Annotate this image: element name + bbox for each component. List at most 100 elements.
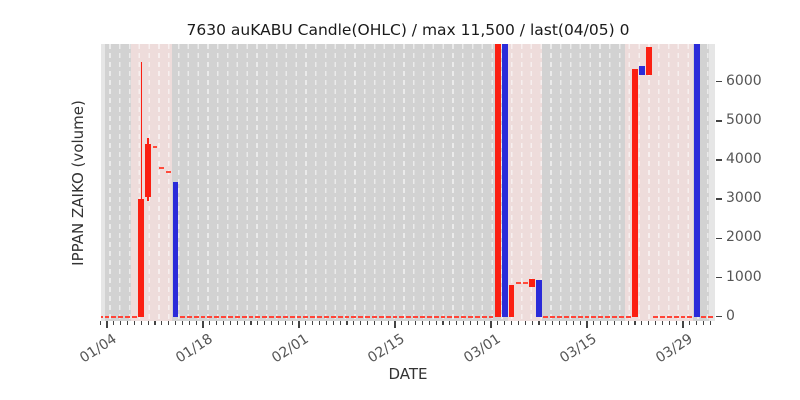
x-minor-tick-mark xyxy=(243,321,245,325)
x-major-tick-mark xyxy=(394,321,396,328)
chart-title: 7630 auKABU Candle(OHLC) / max 11,500 / … xyxy=(186,21,630,39)
x-minor-tick-mark xyxy=(373,321,375,325)
x-minor-tick-mark xyxy=(126,321,129,325)
zero-doji-dash xyxy=(193,315,199,318)
x-minor-tick-mark xyxy=(229,321,231,325)
x-minor-tick-mark xyxy=(648,321,650,325)
zero-doji-dash xyxy=(666,315,672,318)
x-minor-tick-mark xyxy=(366,321,369,325)
zero-doji-dash xyxy=(101,315,103,318)
y-tick-mark xyxy=(716,159,722,161)
x-minor-tick-mark xyxy=(524,321,526,325)
x-minor-tick-mark xyxy=(360,321,362,325)
y-tick-mark xyxy=(716,315,722,318)
doji-candle xyxy=(522,282,528,285)
candle-body xyxy=(138,199,145,317)
x-minor-tick-mark xyxy=(627,321,629,325)
zero-doji-dash xyxy=(687,315,693,318)
x-minor-tick-mark xyxy=(476,321,478,325)
zero-doji-dash xyxy=(324,315,329,318)
zero-doji-dash xyxy=(426,315,432,318)
zero-doji-dash xyxy=(372,315,377,318)
x-minor-tick-mark xyxy=(654,321,657,325)
zero-doji-dash xyxy=(680,315,686,318)
x-minor-tick-mark xyxy=(517,321,519,325)
candle-upper-wick xyxy=(147,137,149,145)
zero-doji-dash xyxy=(296,315,302,318)
x-minor-tick-mark xyxy=(270,321,273,325)
x-minor-tick-mark xyxy=(421,321,423,325)
y-tick-mark xyxy=(716,237,722,240)
x-minor-tick-mark xyxy=(428,321,430,325)
zero-doji-dash xyxy=(673,315,679,318)
x-minor-tick-mark xyxy=(449,321,451,325)
candle-body xyxy=(495,44,501,317)
x-minor-tick-mark xyxy=(236,321,238,325)
x-minor-tick-mark xyxy=(552,321,554,325)
x-minor-tick-mark xyxy=(531,321,533,325)
zero-doji-dash xyxy=(351,315,357,318)
y-axis-label: IPPAN ZAIKO (volume) xyxy=(58,44,98,321)
x-minor-tick-mark xyxy=(257,321,259,325)
zero-doji-dash xyxy=(221,315,226,318)
x-minor-tick-mark xyxy=(99,321,101,325)
x-minor-tick-mark xyxy=(120,321,122,325)
x-minor-tick-mark xyxy=(469,321,471,325)
zero-doji-dash xyxy=(310,315,316,318)
zero-doji-dash xyxy=(255,315,261,318)
zero-doji-dash xyxy=(406,315,412,318)
zero-doji-dash xyxy=(207,315,213,318)
zero-doji-dash xyxy=(289,315,295,318)
zero-doji-dash xyxy=(474,315,480,318)
x-minor-tick-mark xyxy=(414,321,417,325)
zero-doji-dash xyxy=(378,315,384,318)
candle-body xyxy=(693,44,700,317)
x-minor-tick-mark xyxy=(305,321,307,325)
zero-doji-dash xyxy=(708,315,713,318)
zero-doji-dash xyxy=(330,315,336,318)
candle-lower-wick xyxy=(147,197,149,202)
x-minor-tick-mark xyxy=(222,321,225,325)
x-minor-tick-mark xyxy=(147,321,149,325)
x-major-tick-mark xyxy=(298,321,300,328)
x-minor-tick-mark xyxy=(702,321,705,325)
x-minor-tick-mark xyxy=(545,321,547,325)
zero-doji-dash xyxy=(241,315,247,318)
zero-doji-dash xyxy=(186,315,192,318)
zero-doji-dash xyxy=(598,315,604,318)
zero-doji-dash xyxy=(337,315,343,318)
zero-doji-dash xyxy=(447,315,453,318)
x-minor-tick-mark xyxy=(284,321,286,325)
doji-candle xyxy=(516,282,521,285)
zero-doji-dash xyxy=(303,315,309,318)
zero-doji-dash xyxy=(180,315,185,318)
doji-candle xyxy=(152,146,158,149)
zero-doji-dash xyxy=(454,315,460,318)
x-minor-tick-mark xyxy=(140,321,142,325)
zero-doji-dash xyxy=(625,315,631,318)
candle-body xyxy=(501,44,508,317)
x-minor-tick-mark xyxy=(606,321,609,325)
x-minor-tick-mark xyxy=(332,321,334,325)
x-major-tick-mark xyxy=(202,321,204,328)
x-minor-tick-mark xyxy=(168,321,170,325)
gridlines xyxy=(101,44,715,321)
x-minor-tick-mark xyxy=(318,321,321,325)
zero-doji-dash xyxy=(392,315,398,318)
x-minor-tick-mark xyxy=(565,321,567,325)
x-minor-tick-mark xyxy=(250,321,252,325)
candle-body xyxy=(639,66,645,75)
x-minor-tick-mark xyxy=(510,321,513,325)
zero-doji-dash xyxy=(653,315,658,318)
x-minor-tick-mark xyxy=(216,321,218,325)
plot-area xyxy=(101,44,715,321)
y-tick-mark xyxy=(716,120,722,122)
candle-body xyxy=(632,69,638,317)
x-minor-tick-mark xyxy=(380,321,382,325)
zero-doji-dash xyxy=(550,315,556,318)
zero-doji-dash xyxy=(701,315,706,318)
x-minor-tick-mark xyxy=(620,321,622,325)
y-tick-label: 5000 xyxy=(726,111,762,128)
zero-doji-dash xyxy=(461,315,466,318)
x-minor-tick-mark xyxy=(593,321,595,325)
